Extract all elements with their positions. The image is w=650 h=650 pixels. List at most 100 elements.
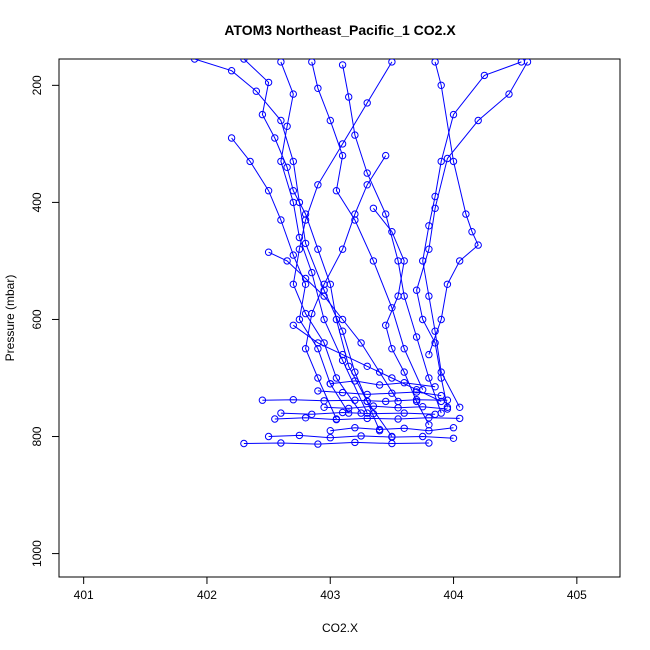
series-line bbox=[416, 61, 528, 408]
data-point bbox=[338, 408, 347, 417]
data-point bbox=[338, 245, 347, 253]
data-point bbox=[388, 389, 396, 397]
data-point bbox=[369, 257, 378, 265]
data-point bbox=[431, 339, 439, 347]
data-point bbox=[363, 390, 371, 399]
data-point bbox=[320, 292, 328, 300]
data-point bbox=[338, 315, 347, 324]
data-point bbox=[480, 71, 489, 80]
data-point bbox=[338, 151, 347, 160]
data-point bbox=[320, 280, 328, 288]
data-point bbox=[449, 157, 458, 166]
data-point bbox=[289, 321, 297, 329]
data-point bbox=[462, 210, 470, 218]
data-point bbox=[412, 396, 421, 404]
data-point bbox=[338, 388, 347, 397]
data-point bbox=[388, 59, 396, 66]
data-point bbox=[308, 309, 316, 318]
data-point bbox=[320, 315, 328, 324]
data-point bbox=[425, 439, 433, 447]
data-point bbox=[474, 241, 482, 249]
x-tick-label: 404 bbox=[444, 588, 464, 602]
data-point bbox=[400, 345, 408, 353]
data-point bbox=[431, 327, 439, 335]
data-point bbox=[431, 383, 439, 391]
data-point bbox=[388, 228, 396, 236]
data-point bbox=[357, 339, 365, 347]
data-point bbox=[338, 140, 347, 148]
data-point bbox=[419, 257, 427, 265]
series-line bbox=[422, 61, 522, 408]
data-point bbox=[382, 397, 390, 406]
data-point bbox=[388, 374, 396, 382]
data-point bbox=[338, 356, 347, 365]
series-line bbox=[292, 61, 393, 414]
data-point bbox=[363, 362, 371, 370]
data-point bbox=[425, 350, 433, 359]
series-line bbox=[194, 59, 381, 431]
data-point bbox=[295, 245, 304, 253]
data-point bbox=[443, 280, 452, 288]
data-point bbox=[301, 239, 310, 248]
y-tick-label: 200 bbox=[30, 75, 44, 95]
data-point bbox=[425, 414, 433, 422]
data-point bbox=[363, 181, 371, 189]
data-point bbox=[326, 427, 334, 435]
data-point bbox=[277, 216, 285, 224]
data-point bbox=[431, 192, 439, 201]
data-point bbox=[437, 81, 445, 90]
data-point bbox=[271, 415, 279, 423]
data-point bbox=[289, 157, 297, 166]
data-point bbox=[505, 90, 513, 98]
data-point bbox=[264, 187, 273, 195]
data-point bbox=[289, 396, 297, 404]
data-point bbox=[449, 434, 458, 442]
data-point bbox=[437, 391, 445, 400]
chart-title: ATOM3 Northeast_Pacific_1 CO2.X bbox=[224, 22, 456, 38]
series-line bbox=[428, 61, 479, 355]
data-point bbox=[314, 245, 322, 253]
series-line bbox=[274, 417, 460, 421]
data-point bbox=[252, 87, 260, 95]
data-point bbox=[363, 169, 371, 177]
data-point bbox=[400, 409, 408, 417]
data-point bbox=[314, 339, 322, 347]
data-point bbox=[375, 381, 384, 389]
data-point bbox=[400, 379, 408, 387]
data-point bbox=[412, 286, 421, 294]
data-point bbox=[443, 396, 452, 404]
data-point bbox=[345, 93, 353, 101]
series-line bbox=[373, 207, 430, 426]
plot-frame bbox=[58, 58, 621, 578]
data-point bbox=[283, 122, 291, 131]
data-point bbox=[382, 321, 390, 329]
series-line bbox=[293, 324, 442, 402]
data-point bbox=[326, 380, 334, 388]
data-point bbox=[301, 280, 310, 288]
series-line bbox=[330, 380, 436, 388]
data-point bbox=[456, 257, 464, 265]
series-line bbox=[280, 61, 368, 414]
series-line bbox=[330, 427, 454, 432]
series-line bbox=[324, 405, 448, 410]
series-line bbox=[280, 411, 436, 415]
data-point bbox=[431, 59, 439, 66]
y-axis: 200 400 600 800 1000 bbox=[30, 75, 59, 567]
data-point bbox=[431, 204, 439, 213]
data-point bbox=[271, 134, 279, 142]
data-point bbox=[332, 374, 341, 382]
data-point bbox=[394, 292, 402, 300]
data-point bbox=[283, 163, 291, 172]
series-line bbox=[262, 399, 448, 402]
data-point bbox=[375, 425, 384, 434]
data-point bbox=[351, 438, 359, 447]
series-line bbox=[305, 155, 387, 420]
data-point bbox=[314, 374, 322, 382]
series-line bbox=[243, 441, 429, 445]
data-point bbox=[258, 110, 267, 119]
data-point bbox=[289, 90, 297, 98]
data-point bbox=[258, 396, 267, 404]
data-point bbox=[388, 439, 396, 448]
data-point bbox=[425, 292, 433, 300]
